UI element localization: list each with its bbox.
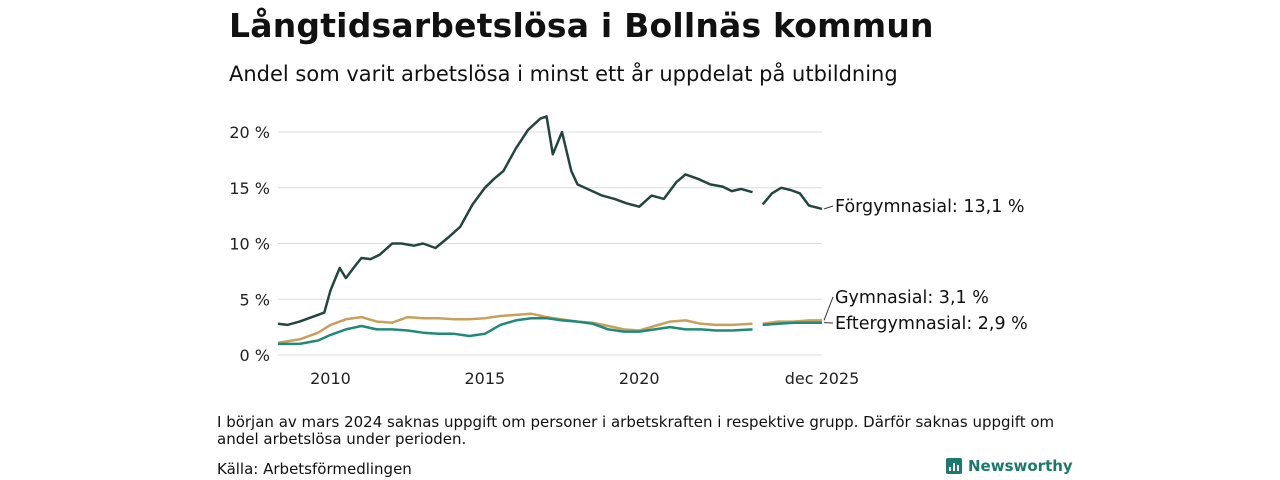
chart-subtitle: Andel som varit arbetslösa i minst ett å… — [229, 62, 898, 86]
series-end-label: Gymnasial: 3,1 % — [835, 288, 989, 308]
y-tick-label: 10 % — [229, 235, 270, 254]
x-axis-ticks: 2010 2015 2020 dec 2025 — [310, 369, 859, 388]
series-line-eftergymnasial — [278, 316, 753, 346]
brand-logo: Newsworthy — [946, 457, 1073, 475]
y-axis-ticks: 0 % 5 % 10 % 15 % 20 % — [229, 123, 270, 365]
series-end-labels: Förgymnasial: 13,1 % Gymnasial: 3,1 % Efte… — [823, 197, 1028, 334]
label-connector — [823, 296, 834, 321]
series-lines — [277, 115, 823, 346]
y-tick-label: 0 % — [240, 346, 270, 365]
series-line-eftergymnasial — [762, 321, 822, 327]
line-chart: 0 %5 %10 %15 %20 % 2010 2015 2020 dec 2025 … — [229, 115, 1028, 388]
label-connector — [823, 205, 834, 210]
x-tick-label: 2015 — [464, 369, 505, 388]
y-tick-label: 20 % — [229, 123, 270, 142]
chart-title: Långtidsarbetslösa i Bollnäs kommun — [229, 6, 934, 45]
x-tick-label: dec 2025 — [785, 369, 860, 388]
source-text: Källa: Arbetsförmedlingen — [217, 460, 412, 478]
footnote: I början av mars 2024 saknas uppgift om … — [217, 413, 1055, 448]
series-line-gymnasial — [277, 312, 753, 344]
y-tick-label: 5 % — [240, 290, 270, 309]
y-tick-label: 15 % — [229, 179, 270, 198]
newsworthy-icon — [946, 458, 962, 474]
series-line-förgymnasial — [761, 186, 823, 211]
x-tick-label: 2020 — [619, 369, 660, 388]
series-line-förgymnasial — [277, 115, 753, 327]
series-end-label: Eftergymnasial: 2,9 % — [835, 314, 1028, 334]
series-end-label: Förgymnasial: 13,1 % — [835, 197, 1025, 217]
brand-name: Newsworthy — [968, 457, 1073, 475]
x-tick-label: 2010 — [310, 369, 351, 388]
grid-lines — [278, 131, 822, 356]
